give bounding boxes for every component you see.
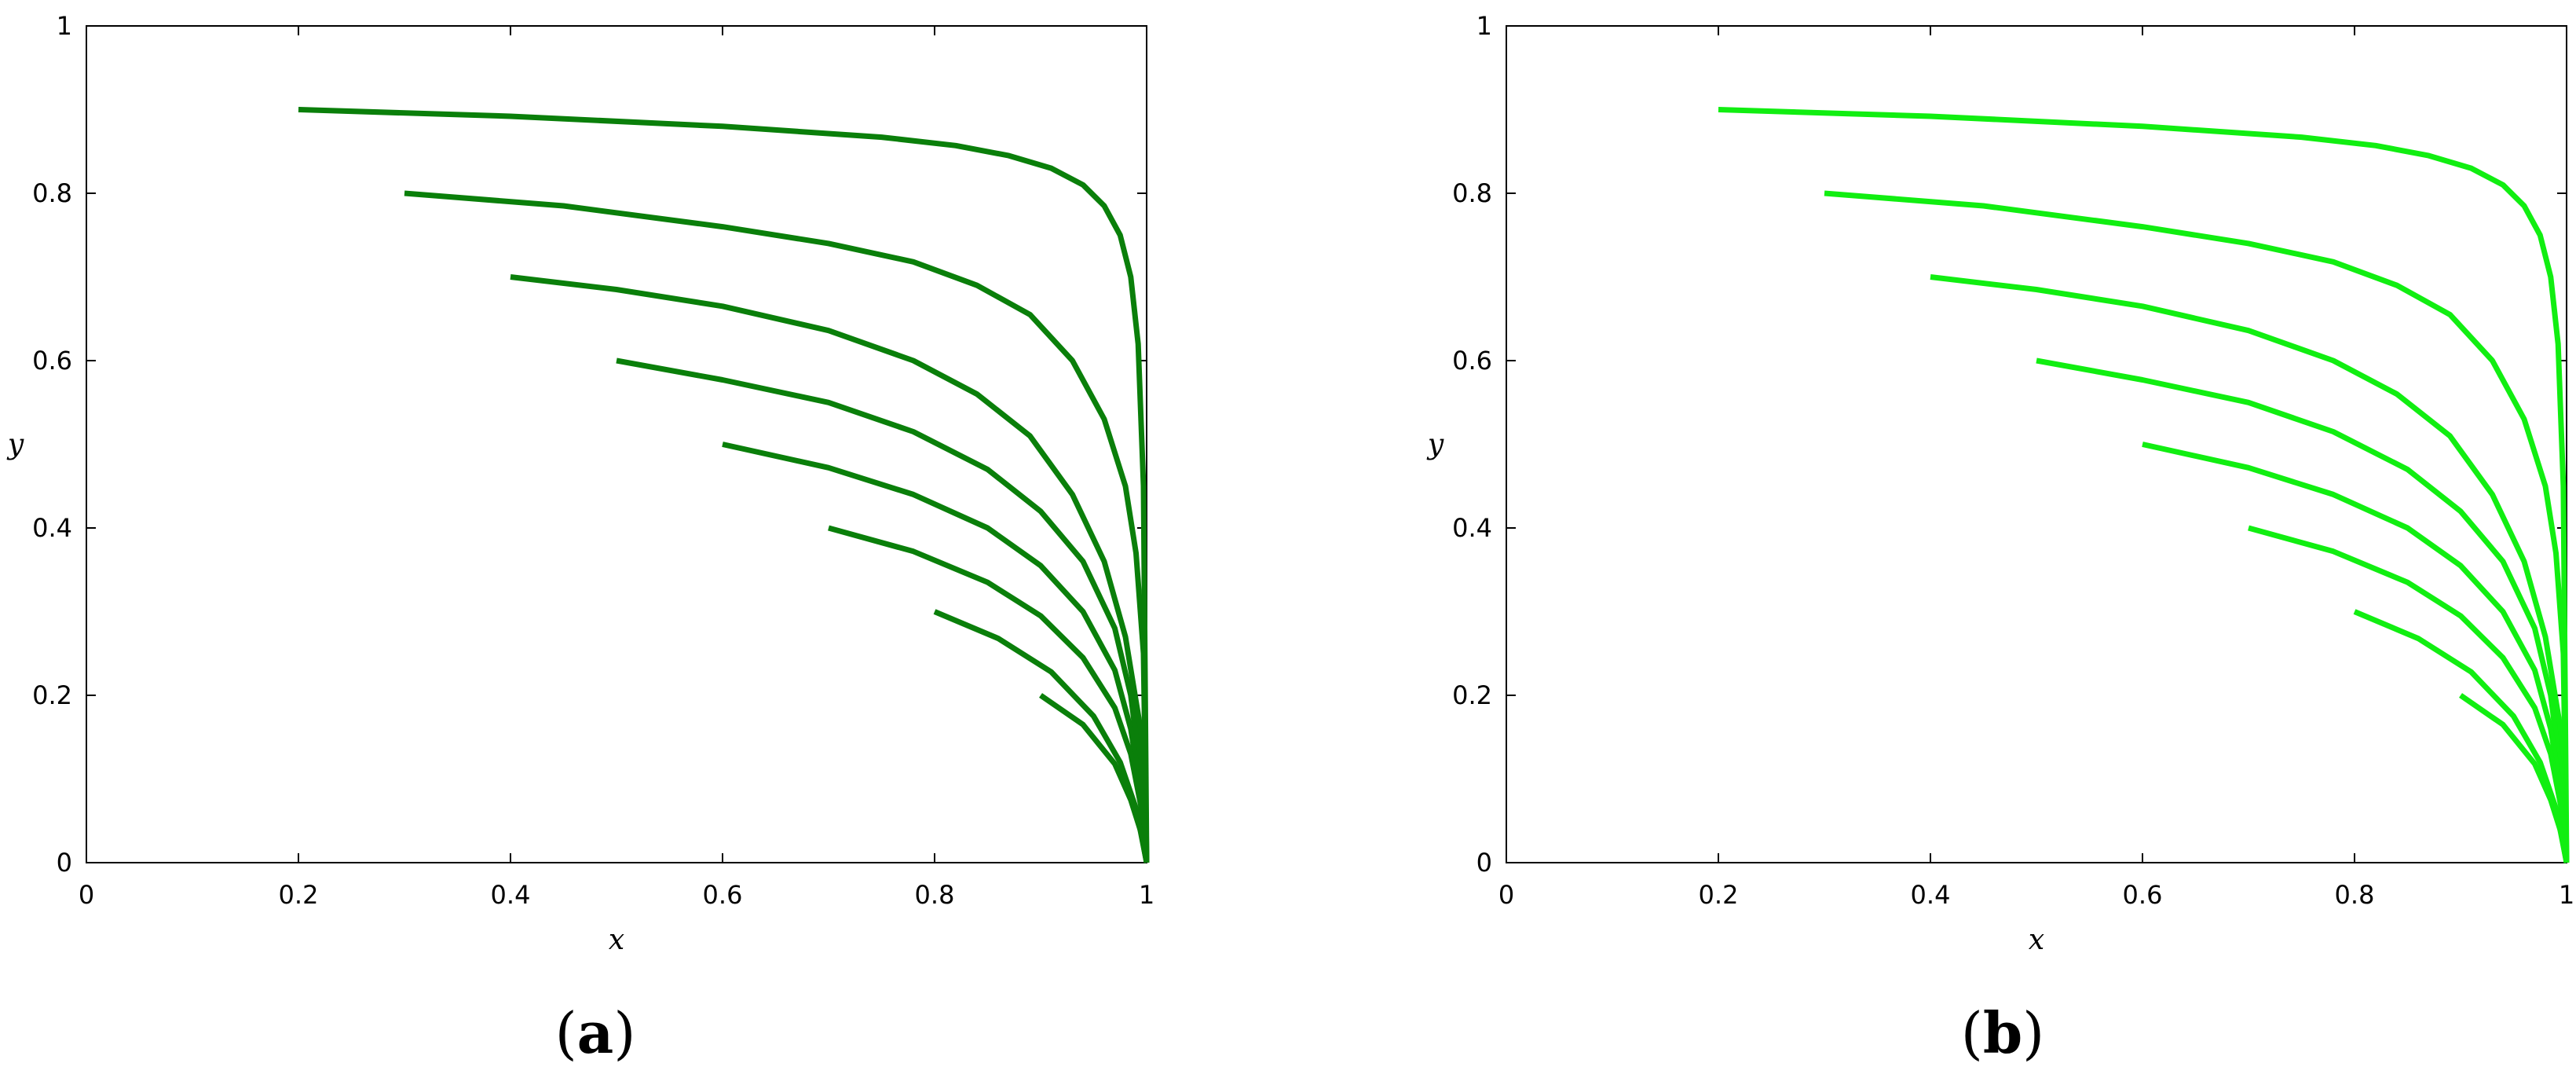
x-tick-label: 0.6 (2123, 880, 2163, 910)
series-lines (1718, 107, 2570, 863)
y-tick-label: 1 (57, 11, 72, 41)
panel-label-a: (a) (555, 999, 636, 1066)
x-axis-label: x (609, 924, 624, 956)
x-tick-label: 0.8 (2335, 880, 2375, 910)
series-line-5 (2142, 442, 2570, 863)
y-tick-label: 0.2 (32, 680, 72, 710)
series-line-2 (404, 190, 1150, 863)
y-tick-label: 0.6 (1452, 346, 1492, 376)
y-tick-label: 0.6 (32, 346, 72, 376)
x-tick-label: 0.8 (915, 880, 955, 910)
series-line-8 (2459, 693, 2570, 863)
series-line-4 (616, 357, 1150, 863)
series-line-1 (1718, 107, 2570, 863)
y-tick-label: 0.2 (1452, 680, 1492, 710)
series-lines (298, 107, 1150, 863)
y-axis-ticks: 0 0.2 0.4 0.6 0.8 1 (32, 11, 1147, 878)
x-tick-label: 0 (79, 880, 94, 910)
x-axis-label: x (2029, 924, 2044, 956)
series-line-6 (828, 525, 1150, 863)
x-tick-label: 0.4 (491, 880, 531, 910)
x-tick-label: 0.4 (1911, 880, 1951, 910)
panel-label-b: (b) (1961, 999, 2045, 1066)
y-axis-label: y (6, 429, 24, 461)
y-tick-label: 0.4 (32, 513, 72, 543)
x-tick-label: 1 (1139, 880, 1154, 910)
series-line-3 (510, 274, 1150, 863)
x-tick-label: 0.2 (279, 880, 319, 910)
plot-area-frame (1506, 25, 2567, 863)
x-tick-label: 1 (2559, 880, 2574, 910)
series-line-1 (298, 107, 1150, 863)
y-tick-label: 0 (1476, 848, 1492, 878)
series-line-5 (722, 442, 1150, 863)
x-axis-ticks: 0 0.2 0.4 0.6 0.8 1 (1498, 26, 2574, 910)
x-tick-label: 0.6 (703, 880, 743, 910)
series-line-8 (1039, 693, 1150, 863)
series-line-6 (2248, 525, 2570, 863)
chart-panel-a: 0 0.2 0.4 0.6 0.8 1 0 0.2 0.4 0.6 0.8 1 x y (a) (6, 11, 1154, 1066)
y-axis-ticks: 0 0.2 0.4 0.6 0.8 1 (1452, 11, 2567, 878)
y-tick-label: 0.4 (1452, 513, 1492, 543)
series-line-3 (1930, 274, 2570, 863)
y-tick-label: 0.8 (32, 178, 72, 208)
y-tick-label: 0 (57, 848, 72, 878)
y-tick-label: 0.8 (1452, 178, 1492, 208)
x-axis-ticks: 0 0.2 0.4 0.6 0.8 1 (79, 26, 1154, 910)
series-line-4 (2036, 357, 2570, 863)
y-tick-label: 1 (1476, 11, 1492, 41)
y-axis-label: y (1426, 429, 1444, 461)
series-line-7 (2353, 609, 2570, 863)
series-line-2 (1824, 190, 2570, 863)
plot-area-frame (86, 25, 1147, 863)
series-line-7 (933, 609, 1150, 863)
x-tick-label: 0 (1498, 880, 1514, 910)
x-tick-label: 0.2 (1699, 880, 1739, 910)
chart-panel-b: 0 0.2 0.4 0.6 0.8 1 0 0.2 0.4 0.6 0.8 1 x y (b) (1426, 11, 2574, 1066)
